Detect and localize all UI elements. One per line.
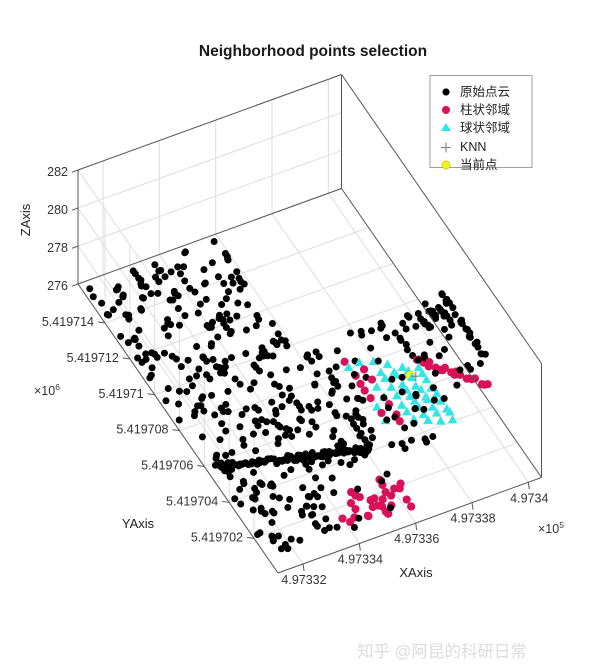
svg-text:278: 278 bbox=[47, 241, 68, 255]
svg-text:4.97336: 4.97336 bbox=[394, 532, 439, 546]
svg-text:5.419704: 5.419704 bbox=[166, 494, 218, 508]
svg-text:5.419706: 5.419706 bbox=[141, 459, 193, 473]
svg-text:知乎 @阿昆的科研日常: 知乎 @阿昆的科研日常 bbox=[357, 642, 527, 661]
svg-text:4.97332: 4.97332 bbox=[281, 573, 326, 587]
svg-text:KNN: KNN bbox=[460, 140, 486, 154]
svg-text:5.41971: 5.41971 bbox=[99, 387, 144, 401]
svg-text:原始点云: 原始点云 bbox=[460, 85, 510, 99]
svg-text:ZAxis: ZAxis bbox=[18, 203, 33, 236]
svg-text:5.419708: 5.419708 bbox=[116, 423, 168, 437]
svg-text:280: 280 bbox=[47, 203, 68, 217]
svg-text:5.419702: 5.419702 bbox=[191, 530, 243, 544]
svg-text:282: 282 bbox=[47, 165, 68, 179]
svg-text:YAxis: YAxis bbox=[122, 516, 155, 531]
svg-text:柱状邻域: 柱状邻域 bbox=[460, 102, 510, 117]
svg-text:5.419714: 5.419714 bbox=[42, 315, 94, 329]
svg-text:4.9734: 4.9734 bbox=[510, 491, 548, 505]
svg-text:球状邻域: 球状邻域 bbox=[460, 121, 510, 135]
svg-text:4.97338: 4.97338 bbox=[450, 512, 495, 526]
svg-text:XAxis: XAxis bbox=[399, 565, 433, 580]
svg-text:Neighborhood points selection: Neighborhood points selection bbox=[199, 43, 427, 60]
svg-text:4.97334: 4.97334 bbox=[338, 553, 383, 567]
svg-text:当前点: 当前点 bbox=[460, 157, 498, 172]
svg-text:276: 276 bbox=[47, 279, 68, 293]
svg-text:5.419712: 5.419712 bbox=[67, 351, 119, 365]
